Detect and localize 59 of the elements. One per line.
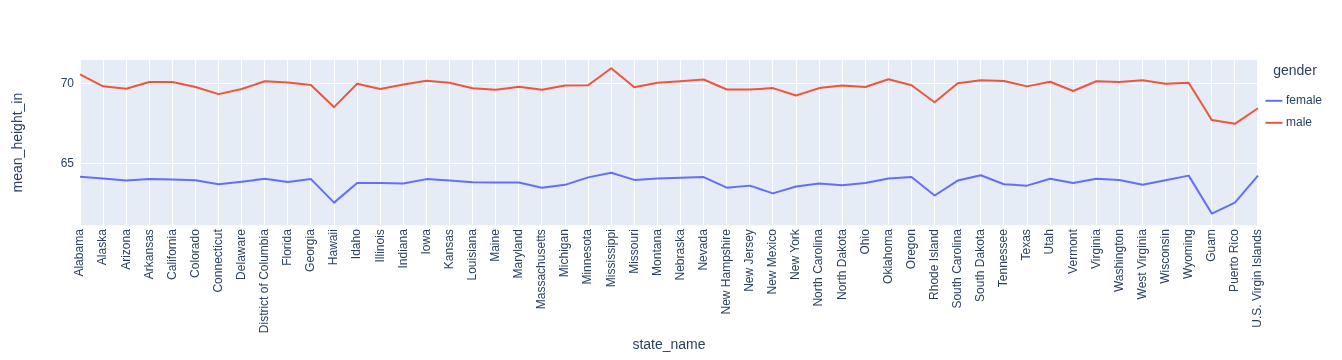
x-tick-label: North Dakota xyxy=(834,228,849,300)
x-tick-label: Washington xyxy=(1111,229,1126,293)
x-tick-label: Colorado xyxy=(187,228,202,278)
x-tick-label: Florida xyxy=(280,228,295,266)
x-tick-label: Arkansas xyxy=(141,229,156,280)
x-tick-label: Nevada xyxy=(695,228,710,271)
x-tick-label: New Mexico xyxy=(765,228,780,295)
x-tick-label: Rhode Island xyxy=(926,229,941,300)
y-axis-title: mean_height_in xyxy=(9,92,26,193)
x-axis-title: state_name xyxy=(632,336,706,353)
x-tick-label: District of Columbia xyxy=(257,228,272,334)
y-tick-label: 65 xyxy=(60,155,75,170)
x-tick-label: North Carolina xyxy=(811,228,826,307)
x-tick-label: Nebraska xyxy=(672,228,687,281)
x-tick-label: Kansas xyxy=(441,229,456,270)
x-tick-label: California xyxy=(164,228,179,280)
x-tick-label: Alabama xyxy=(72,228,87,277)
x-tick-label: Hawaii xyxy=(326,229,341,266)
x-tick-label: Montana xyxy=(649,228,664,276)
x-tick-label: Indiana xyxy=(395,228,410,269)
x-tick-label: New York xyxy=(788,228,803,280)
x-tick-label: Illinois xyxy=(372,229,387,263)
x-tick-label: South Dakota xyxy=(973,228,988,302)
x-tick-label: Virginia xyxy=(1088,228,1103,269)
x-tick-label: Maine xyxy=(488,228,503,262)
x-tick-label: Connecticut xyxy=(210,228,225,293)
x-tick-label: Texas xyxy=(1019,229,1034,261)
x-tick-label: South Carolina xyxy=(950,228,965,309)
x-tick-label: Mississippi xyxy=(603,229,618,288)
x-tick-label: Puerto Rico xyxy=(1227,228,1242,292)
x-tick-label: Louisiana xyxy=(464,228,479,281)
x-tick-label: U.S. Virgin Islands xyxy=(1250,229,1265,328)
x-tick-label: Utah xyxy=(1042,229,1057,255)
x-tick-label: Oklahoma xyxy=(880,228,895,284)
x-tick-label: Iowa xyxy=(418,228,433,255)
x-tick-label: Tennessee xyxy=(996,228,1011,288)
x-tick-label: Michigan xyxy=(557,229,572,278)
legend-title: gender xyxy=(1273,61,1318,78)
x-tick-label: Wisconsin xyxy=(1157,229,1172,284)
x-tick-label: Minnesota xyxy=(580,228,595,285)
x-tick-label: New Jersey xyxy=(742,229,757,292)
x-tick-label: Vermont xyxy=(1065,228,1080,274)
x-tick-label: Ohio xyxy=(857,228,872,255)
x-tick-label: Massachusetts xyxy=(534,229,549,310)
x-tick-label: Alaska xyxy=(95,228,110,266)
x-tick-label: Missouri xyxy=(626,229,641,274)
x-tick-label: Oregon xyxy=(903,229,918,270)
legend-label: male xyxy=(1285,115,1313,130)
x-tick-label: Delaware xyxy=(234,228,248,280)
x-tick-label: Arizona xyxy=(118,228,133,270)
legend-label: female xyxy=(1285,93,1323,108)
x-tick-label: New Hampshire xyxy=(719,228,734,315)
x-tick-label: Maryland xyxy=(511,229,526,279)
x-tick-label: Georgia xyxy=(303,228,318,272)
x-tick-label: West Virginia xyxy=(1134,228,1149,300)
x-tick-label: Wyoming xyxy=(1181,229,1195,280)
x-tick-label: Guam xyxy=(1204,229,1219,262)
y-tick-label: 70 xyxy=(60,76,75,91)
x-tick-label: Idaho xyxy=(349,228,364,260)
